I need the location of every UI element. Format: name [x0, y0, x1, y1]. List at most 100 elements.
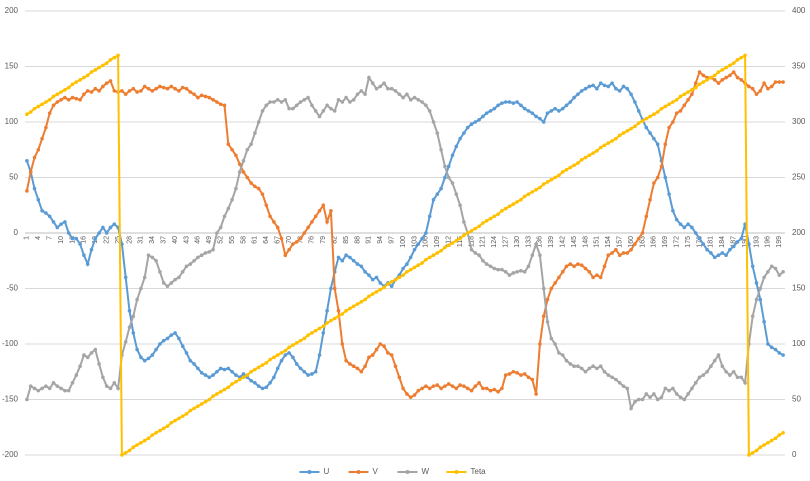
point	[481, 114, 485, 119]
point	[686, 98, 690, 102]
point	[747, 84, 751, 89]
point	[298, 366, 303, 371]
point	[378, 287, 383, 292]
point	[484, 386, 489, 391]
point	[644, 116, 649, 121]
point	[321, 109, 326, 113]
point	[123, 339, 128, 344]
point	[218, 102, 223, 107]
series-line	[25, 70, 784, 399]
point	[169, 281, 174, 285]
y2-tick-label: 150	[792, 284, 806, 293]
point	[146, 356, 151, 361]
point	[367, 294, 371, 299]
x-tick-label: 85	[343, 236, 350, 244]
point	[321, 203, 326, 208]
x-tick-label: 28	[126, 236, 133, 244]
point	[579, 366, 584, 371]
point	[40, 386, 44, 391]
point	[769, 345, 774, 350]
point	[705, 78, 709, 82]
point	[773, 347, 778, 352]
point	[633, 100, 637, 104]
point	[253, 131, 257, 135]
point	[557, 351, 561, 355]
x-tick-label: 7	[47, 236, 54, 240]
point	[667, 102, 671, 107]
point	[59, 98, 63, 102]
point	[652, 392, 656, 396]
point	[363, 297, 367, 302]
y2-tick-label: 50	[792, 395, 801, 404]
point	[47, 111, 52, 115]
point	[515, 371, 519, 375]
x-tick-label: 103	[411, 236, 418, 248]
point	[754, 281, 759, 285]
y-tick-label: 150	[5, 62, 19, 71]
point	[127, 448, 132, 453]
point	[226, 366, 231, 371]
point	[515, 200, 519, 204]
point	[44, 384, 48, 388]
point	[348, 306, 352, 311]
point	[701, 73, 706, 78]
point	[454, 192, 459, 196]
point	[241, 372, 246, 376]
point	[283, 253, 288, 257]
point	[750, 314, 755, 319]
point	[401, 273, 405, 277]
point	[47, 386, 52, 391]
point	[188, 262, 193, 266]
point	[203, 94, 208, 99]
point	[260, 109, 265, 113]
point	[750, 450, 755, 455]
point	[104, 384, 109, 388]
point	[150, 255, 155, 260]
point	[294, 362, 299, 366]
point	[321, 324, 326, 329]
point	[560, 353, 565, 357]
point	[150, 89, 155, 93]
point	[279, 100, 284, 104]
point	[97, 231, 101, 235]
point	[412, 247, 417, 252]
x-tick-label: 193	[753, 236, 760, 248]
point	[196, 95, 200, 100]
point	[165, 284, 170, 289]
point	[420, 100, 424, 104]
point	[454, 386, 459, 391]
point	[112, 55, 117, 60]
point	[59, 222, 63, 226]
point	[769, 264, 774, 269]
point	[572, 95, 576, 100]
x-tick-label: 4	[35, 236, 42, 240]
point	[526, 375, 531, 380]
point	[576, 364, 580, 369]
point	[777, 80, 782, 84]
point	[454, 144, 459, 149]
point	[275, 366, 280, 371]
point	[230, 147, 234, 152]
point	[731, 61, 736, 65]
point	[108, 386, 113, 391]
point	[226, 385, 231, 390]
x-tick-label: 175	[685, 236, 692, 248]
point	[754, 92, 759, 97]
point	[329, 209, 333, 213]
point	[192, 406, 196, 411]
point	[272, 100, 276, 104]
x-tick-label: 31	[138, 236, 145, 244]
point	[697, 70, 702, 74]
point	[359, 264, 364, 269]
y-tick-label: -100	[2, 339, 19, 348]
point	[283, 348, 288, 353]
point	[279, 236, 284, 241]
x-tick-label: 100	[400, 236, 407, 248]
point	[716, 253, 721, 257]
y-tick-label: -150	[2, 395, 19, 404]
point	[606, 373, 611, 377]
legend-label: Teta	[471, 467, 487, 476]
point	[553, 342, 557, 346]
point	[568, 262, 573, 266]
